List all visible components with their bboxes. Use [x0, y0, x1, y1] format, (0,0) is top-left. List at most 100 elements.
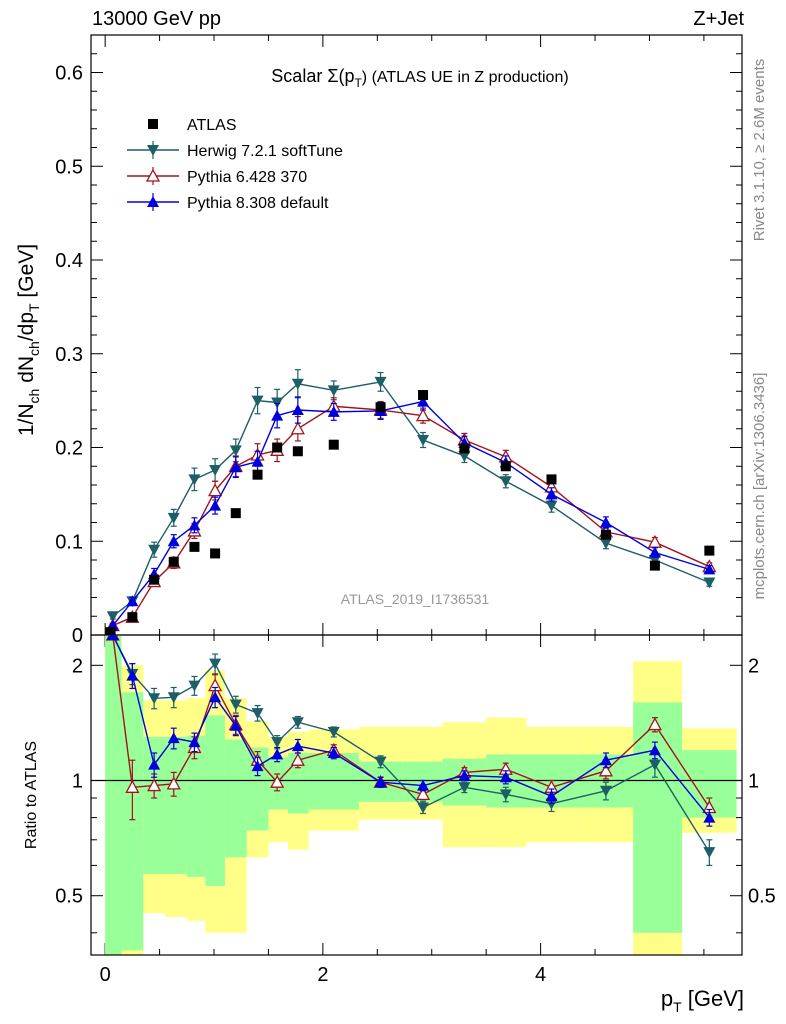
y-tick-label: 0.3 — [55, 344, 83, 366]
data-point — [328, 439, 339, 450]
data-point — [148, 544, 161, 556]
data-point — [290, 421, 305, 435]
green-band — [186, 735, 206, 877]
green-band — [143, 736, 166, 874]
data-point — [251, 760, 264, 772]
data-point — [415, 408, 431, 422]
data-point — [229, 445, 242, 457]
data-point — [188, 680, 201, 692]
data-point — [229, 699, 242, 711]
data-point — [545, 790, 558, 802]
data-point — [127, 612, 138, 623]
data-point — [458, 782, 471, 794]
green-band — [121, 692, 144, 951]
data-point — [166, 776, 181, 790]
series-herwig-7-2-1-softtune — [106, 369, 716, 623]
y-tick-label: 0 — [72, 625, 83, 647]
data-point — [167, 692, 180, 704]
green-band — [246, 747, 269, 831]
data-point — [106, 635, 119, 640]
data-point — [499, 476, 512, 488]
legend-marker — [148, 119, 158, 129]
data-point — [545, 500, 558, 512]
data-point — [167, 535, 180, 547]
data-point — [600, 529, 611, 540]
data-point — [327, 385, 340, 397]
data-point — [458, 769, 471, 781]
data-point — [500, 461, 511, 472]
data-point — [374, 376, 387, 388]
green-band — [205, 715, 225, 887]
ratio-y-tick-label-right: 1 — [748, 771, 759, 793]
data-point — [106, 611, 119, 623]
data-point — [149, 574, 160, 585]
data-point — [648, 546, 661, 558]
ratio-frame — [90, 634, 743, 956]
rivet-version-label: Rivet 3.1.10, ≥ 2.6M events — [751, 59, 768, 242]
data-point — [418, 390, 429, 400]
data-point — [327, 405, 340, 417]
green-band — [105, 635, 122, 955]
data-point — [291, 378, 304, 390]
data-point — [599, 516, 612, 528]
data-point — [272, 442, 283, 453]
x-tick-label: 0 — [100, 964, 111, 986]
data-point — [417, 802, 430, 814]
data-point — [327, 747, 340, 759]
data-point — [167, 512, 180, 524]
data-point — [147, 778, 162, 792]
ratio-y-tick-label-right: 2 — [748, 655, 759, 677]
data-point — [647, 717, 663, 731]
data-point — [209, 465, 222, 476]
data-point — [229, 461, 242, 473]
data-point — [210, 548, 221, 559]
y-tick-label: 0.4 — [55, 250, 83, 272]
data-point — [648, 759, 661, 771]
legend-label: ATLAS — [187, 117, 237, 134]
ratio-y-tick-label-left: 1 — [72, 771, 83, 793]
ratio-y-tick-label-right: 0.5 — [748, 886, 776, 908]
data-point — [292, 446, 303, 457]
data-point — [417, 779, 430, 791]
ratio-panel: 0 2 4 0.5 0.5 1 1 2 2 — [55, 634, 776, 986]
y-tick-label: 0.5 — [55, 156, 83, 178]
legend-marker — [147, 145, 159, 156]
y-tick-label: 0.1 — [55, 531, 83, 553]
data-point — [599, 754, 612, 766]
series-pythia-8-308-default — [106, 392, 716, 631]
data-point — [209, 499, 222, 511]
data-point — [168, 556, 179, 567]
data-point — [546, 474, 557, 485]
legend-label: Pythia 8.308 default — [187, 195, 329, 212]
plot-title-prefix: Scalar Σ(p — [271, 66, 354, 86]
series-pythia-8-308-default — [106, 635, 716, 827]
legend-marker — [145, 168, 161, 182]
green-band — [633, 702, 683, 933]
data-point — [291, 717, 304, 729]
data-point — [148, 693, 161, 705]
legend-label: Herwig 7.2.1 softTune — [187, 143, 343, 160]
data-point — [649, 560, 660, 571]
data-point — [417, 435, 430, 446]
data-point — [252, 469, 263, 480]
plot-title: Scalar Σ(pT) (ATLAS UE in Z production) — [271, 66, 568, 90]
data-point — [703, 577, 716, 589]
header-energy-label: 13000 GeV pp — [92, 8, 221, 30]
data-point — [703, 811, 716, 823]
data-point — [291, 740, 304, 752]
y-tick-label: 0.2 — [55, 438, 83, 460]
ratio-y-tick-label-left: 0.5 — [55, 886, 83, 908]
data-point — [208, 483, 223, 497]
data-point — [703, 563, 716, 575]
data-point — [545, 488, 558, 500]
legend-marker — [147, 196, 159, 207]
analysis-id: ATLAS_2019_I1736531 — [341, 591, 490, 607]
y-axis-label-main: 1/Nch dNch/dpT [GeV] — [15, 244, 42, 436]
green-band — [224, 739, 247, 858]
data-point — [327, 726, 340, 738]
data-point — [271, 409, 284, 421]
data-point — [374, 756, 387, 768]
data-point — [229, 719, 242, 731]
data-point — [599, 538, 612, 550]
